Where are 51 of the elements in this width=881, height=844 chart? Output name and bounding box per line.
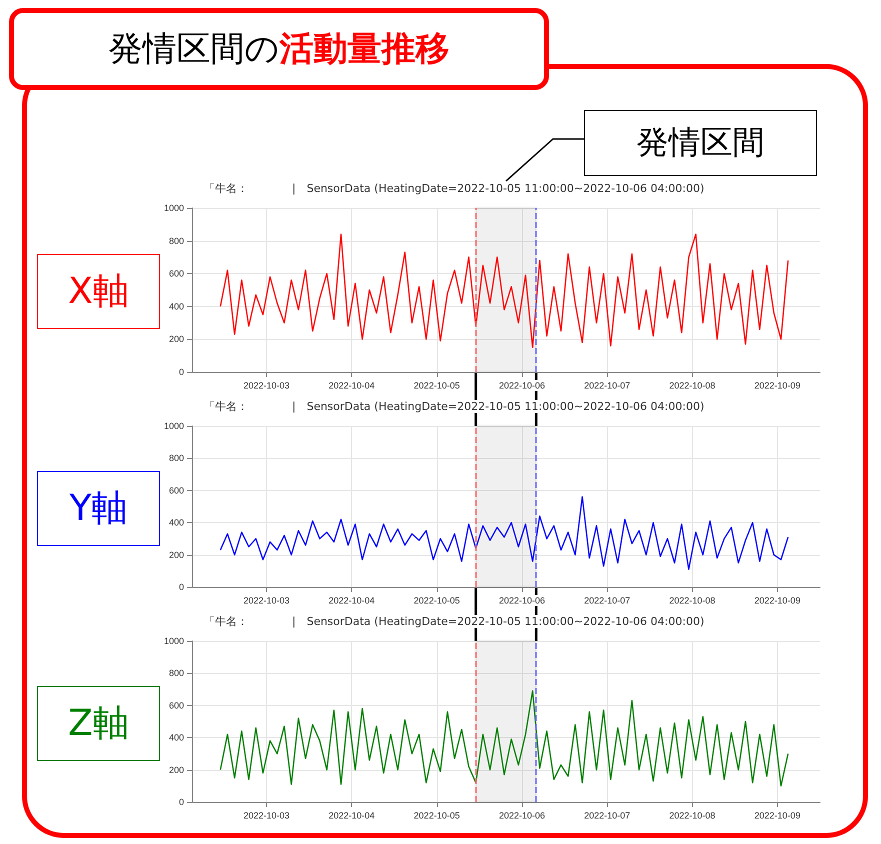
x-tick-label: 2022-10-04 bbox=[328, 596, 375, 606]
x-tick-label: 2022-10-09 bbox=[754, 596, 800, 606]
x-tick-label: 2022-10-07 bbox=[584, 810, 630, 820]
y-tick-label: 200 bbox=[168, 334, 184, 344]
y-tick-label: 800 bbox=[168, 236, 184, 246]
y-tick-label: 1000 bbox=[164, 203, 184, 213]
x-tick-label: 2022-10-09 bbox=[754, 380, 800, 390]
y-axis-title: X軸 bbox=[37, 254, 160, 329]
x-tick-label: 2022-10-03 bbox=[243, 596, 290, 606]
y-axis-title: Z軸 bbox=[37, 686, 160, 760]
chart-title: 「牛名： | SensorData (HeatingDate=2022-10-05 11:00:00~2022-10-06 04:00:00) bbox=[204, 615, 704, 628]
x-tick-label: 2022-10-07 bbox=[584, 380, 630, 390]
y-tick-label: 200 bbox=[168, 550, 184, 560]
y-tick-label: 600 bbox=[168, 268, 184, 279]
y-tick-label: 400 bbox=[168, 518, 184, 528]
y-tick-label: 200 bbox=[168, 764, 184, 775]
y-tick-label: 400 bbox=[168, 301, 184, 312]
x-tick-label: 2022-10-08 bbox=[669, 810, 716, 820]
line-series bbox=[220, 496, 789, 570]
x-tick-label: 2022-10-09 bbox=[754, 810, 800, 820]
x-tick-label: 2022-10-04 bbox=[328, 810, 375, 820]
text: 発情区間 bbox=[584, 110, 817, 176]
y-tick-label: 400 bbox=[168, 732, 184, 743]
x-tick-label: 2022-10-05 bbox=[414, 810, 460, 820]
y-axis-title: Y軸 bbox=[37, 470, 160, 546]
x-tick-label: 2022-10-08 bbox=[669, 596, 716, 606]
x-tick-label: 2022-10-06 bbox=[498, 596, 545, 606]
x-tick-label: 2022-10-06 bbox=[498, 380, 545, 390]
x-tick-label: 2022-10-07 bbox=[584, 596, 630, 606]
line-series bbox=[220, 690, 789, 787]
line-series bbox=[220, 234, 789, 348]
y-tick-label: 600 bbox=[168, 485, 184, 496]
chart-title: 「牛名： | SensorData (HeatingDate=2022-10-05 11:00:00~2022-10-06 04:00:00) bbox=[204, 400, 704, 413]
x-tick-label: 2022-10-03 bbox=[243, 380, 290, 390]
y-tick-label: 0 bbox=[178, 797, 184, 807]
x-tick-label: 2022-10-05 bbox=[414, 380, 460, 390]
x-tick-label: 2022-10-03 bbox=[243, 810, 290, 820]
y-tick-label: 0 bbox=[178, 582, 184, 592]
y-tick-label: 600 bbox=[168, 700, 184, 710]
y-tick-label: 800 bbox=[168, 668, 184, 678]
text: 活動量推移 bbox=[280, 28, 450, 71]
y-tick-label: 800 bbox=[168, 453, 184, 464]
x-tick-label: 2022-10-06 bbox=[498, 810, 545, 820]
x-tick-label: 2022-10-08 bbox=[669, 380, 716, 390]
x-tick-label: 2022-10-04 bbox=[328, 380, 375, 390]
x-tick-label: 2022-10-05 bbox=[414, 596, 460, 606]
y-tick-label: 0 bbox=[178, 367, 184, 377]
text: 発情区間の bbox=[108, 28, 280, 71]
y-tick-label: 1000 bbox=[164, 421, 184, 431]
chart-title: 「牛名： | SensorData (HeatingDate=2022-10-05 11:00:00~2022-10-06 04:00:00) bbox=[204, 182, 704, 195]
y-tick-label: 1000 bbox=[164, 636, 184, 646]
